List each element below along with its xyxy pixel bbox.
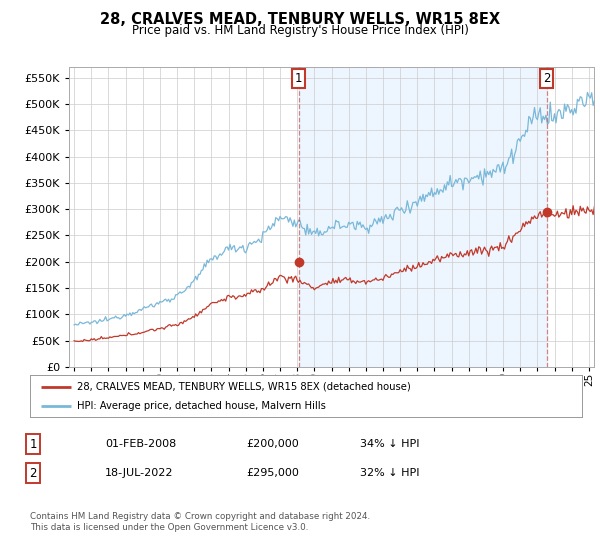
Text: 34% ↓ HPI: 34% ↓ HPI [360, 439, 419, 449]
Bar [299, 67, 547, 367]
Text: 1: 1 [29, 437, 37, 451]
Text: 18-JUL-2022: 18-JUL-2022 [105, 468, 173, 478]
Text: 28, CRALVES MEAD, TENBURY WELLS, WR15 8EX (detached house): 28, CRALVES MEAD, TENBURY WELLS, WR15 8E… [77, 381, 410, 391]
Text: 32% ↓ HPI: 32% ↓ HPI [360, 468, 419, 478]
Text: 28, CRALVES MEAD, TENBURY WELLS, WR15 8EX: 28, CRALVES MEAD, TENBURY WELLS, WR15 8E… [100, 12, 500, 27]
Text: 1: 1 [295, 72, 302, 85]
Text: 01-FEB-2008: 01-FEB-2008 [105, 439, 176, 449]
Text: 2: 2 [543, 72, 550, 85]
Text: £295,000: £295,000 [246, 468, 299, 478]
Text: Contains HM Land Registry data © Crown copyright and database right 2024.
This d: Contains HM Land Registry data © Crown c… [30, 512, 370, 532]
Text: Price paid vs. HM Land Registry's House Price Index (HPI): Price paid vs. HM Land Registry's House … [131, 24, 469, 37]
Text: £200,000: £200,000 [246, 439, 299, 449]
Text: 2: 2 [29, 466, 37, 480]
Text: HPI: Average price, detached house, Malvern Hills: HPI: Average price, detached house, Malv… [77, 401, 326, 411]
